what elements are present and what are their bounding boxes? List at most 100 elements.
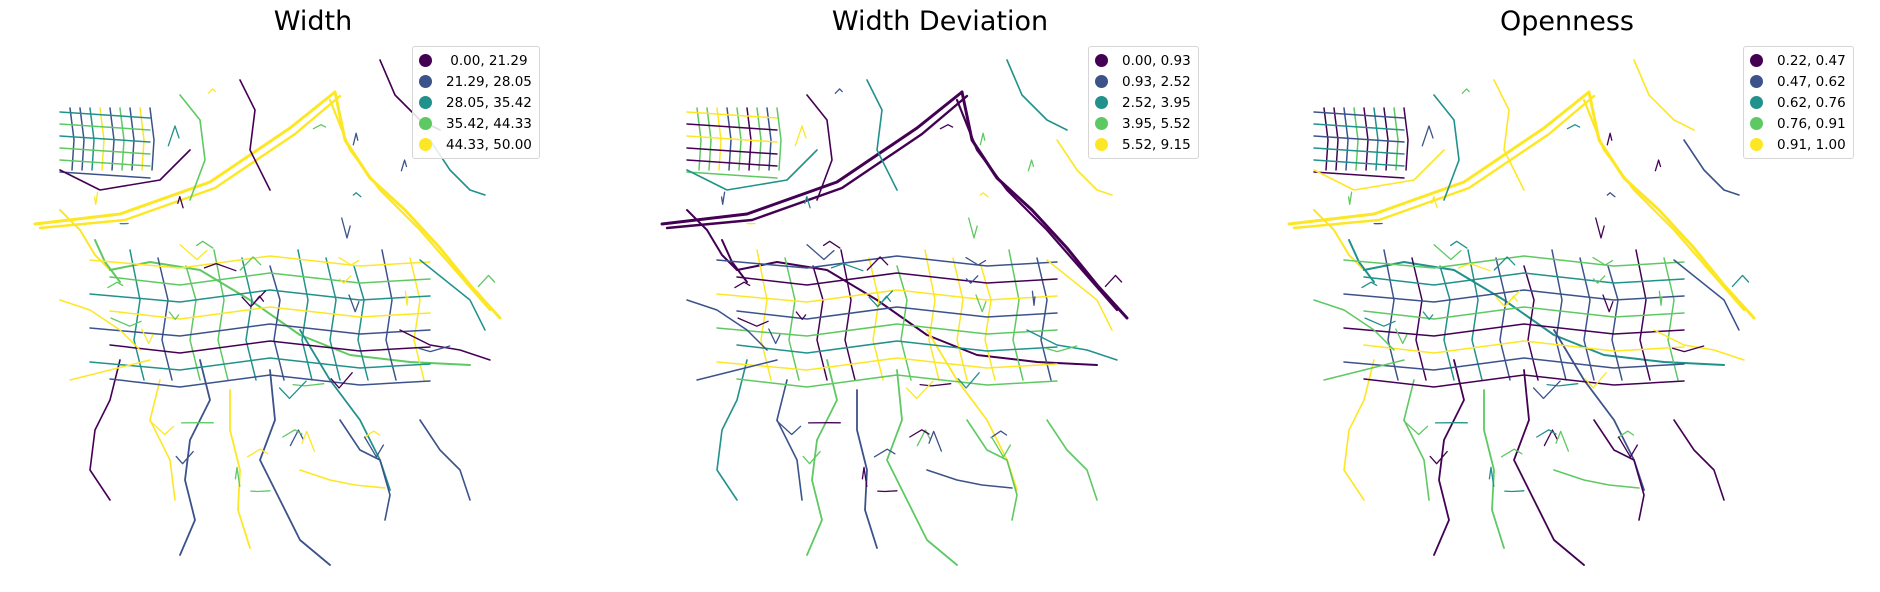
street-segment: [868, 290, 894, 308]
street-segment: [905, 380, 934, 400]
legend-item: 0.76, 0.91: [1750, 113, 1846, 134]
street-segment: [979, 192, 989, 198]
legend-item: 0.00, 21.29: [419, 50, 532, 71]
street-segment: [1403, 420, 1429, 436]
legend-marker: [1095, 54, 1108, 67]
street-segment: [292, 383, 325, 387]
street-segment: [79, 107, 85, 171]
street-segment: [1421, 125, 1434, 147]
street-segment: [477, 274, 496, 288]
street-segment: [726, 107, 732, 171]
street-segment: [736, 374, 1058, 388]
street-segment: [686, 209, 738, 271]
street-segment: [363, 436, 385, 458]
street-segment: [1383, 107, 1389, 171]
street-segment: [1373, 107, 1379, 171]
street-segment: [59, 147, 151, 155]
legend-marker: [419, 75, 432, 88]
street-segment: [928, 430, 943, 452]
street-segment: [1595, 217, 1605, 239]
street-segment: [806, 359, 838, 556]
street-segment: [352, 192, 362, 198]
street-segment: [1343, 107, 1349, 171]
street-segment: [175, 450, 194, 465]
street-segment: [736, 340, 1058, 354]
street-segment: [830, 262, 864, 272]
legend: 0.00, 0.93 0.93, 2.52 2.52, 3.95 3.95, 5…: [1088, 46, 1199, 159]
street-segment: [979, 132, 986, 146]
street-segment: [89, 359, 121, 501]
street-segment: [109, 272, 431, 286]
legend: 0.22, 0.47 0.47, 0.62 0.62, 0.76 0.76, 0…: [1743, 46, 1854, 159]
street-segment: [1461, 88, 1470, 94]
street-segment: [686, 149, 818, 191]
street-segment: [33, 90, 337, 226]
street-segment: [706, 107, 712, 171]
street-segment: [686, 159, 778, 167]
street-segment: [1543, 429, 1558, 447]
street-segment: [1433, 94, 1460, 201]
street-segment: [1343, 323, 1685, 337]
street-segment: [1592, 275, 1606, 284]
street-segment: [966, 419, 1018, 521]
street-segment: [1483, 389, 1505, 549]
street-segment: [1393, 107, 1399, 171]
street-segment: [896, 265, 912, 381]
street-segment: [157, 257, 173, 381]
street-segment: [720, 191, 726, 205]
street-segment: [1663, 257, 1679, 381]
street-segment: [1653, 329, 1745, 361]
street-segment: [1343, 357, 1685, 371]
street-segment: [299, 469, 386, 489]
street-segment: [1633, 59, 1695, 131]
street-segment: [1104, 274, 1123, 288]
street-segment: [1313, 111, 1405, 119]
street-segment: [59, 209, 111, 271]
street-segment: [1361, 281, 1378, 289]
street-segment: [686, 299, 768, 351]
street-segment: [975, 294, 987, 313]
street-segment: [241, 290, 267, 308]
legend-label: 2.52, 3.95: [1122, 94, 1191, 111]
legend-marker: [1095, 96, 1108, 109]
street-segment: [766, 107, 772, 171]
street-segment: [1353, 107, 1359, 171]
street-segment: [1044, 345, 1078, 353]
street-segment: [338, 275, 352, 284]
legend-label: 0.00, 0.93: [1122, 52, 1191, 69]
openness-panel: Openness 0.22, 0.47 0.47, 0.62 0.62, 0.7…: [1254, 0, 1880, 592]
street-segment: [686, 171, 778, 179]
street-segment: [399, 329, 491, 361]
street-segment: [1433, 359, 1465, 556]
street-segment: [1488, 466, 1495, 488]
street-segment: [795, 311, 807, 321]
street-segment: [363, 430, 381, 439]
street-segment: [806, 244, 835, 261]
street-segment: [737, 317, 769, 327]
street-segment: [866, 79, 898, 191]
street-segment: [330, 372, 353, 389]
street-segment: [1031, 290, 1036, 306]
street-segment: [59, 159, 151, 167]
street-segment: [109, 261, 471, 366]
street-segment: [1347, 191, 1353, 205]
street-segment: [339, 419, 391, 521]
street-segment: [38, 94, 342, 230]
legend-marker: [419, 54, 432, 67]
street-segment: [119, 107, 125, 171]
street-segment: [877, 490, 898, 493]
legend-item: 5.52, 9.15: [1095, 134, 1191, 155]
legend-label: 0.76, 0.91: [1777, 115, 1846, 132]
street-segment: [1027, 159, 1035, 172]
legend-label: 28.05, 35.42: [446, 94, 532, 111]
street-segment: [916, 429, 931, 447]
street-segment: [1323, 359, 1405, 381]
legend-label: 0.93, 2.52: [1122, 73, 1191, 90]
street-segment: [259, 369, 331, 566]
street-segment: [409, 257, 425, 381]
street-segment: [89, 357, 431, 371]
street-segment: [1046, 259, 1113, 331]
legend-item: 0.62, 0.76: [1750, 92, 1846, 113]
legend-marker: [1750, 138, 1763, 151]
legend-marker: [1095, 75, 1108, 88]
